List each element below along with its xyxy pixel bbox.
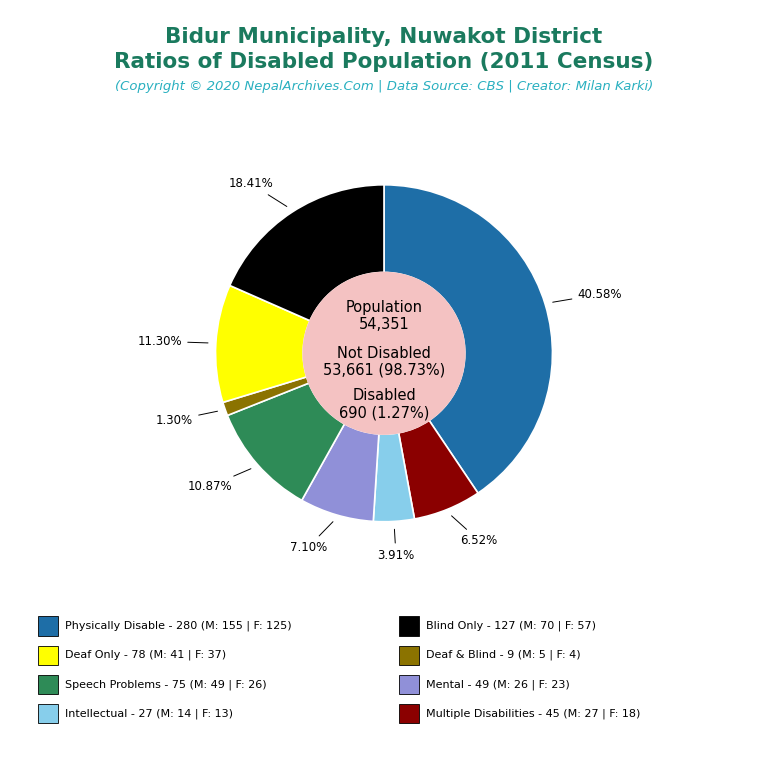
Wedge shape: [399, 420, 478, 519]
Text: Disabled
690 (1.27%): Disabled 690 (1.27%): [339, 388, 429, 420]
Text: 10.87%: 10.87%: [187, 468, 251, 493]
Text: Population
54,351: Population 54,351: [346, 300, 422, 333]
Wedge shape: [223, 377, 309, 415]
Text: Not Disabled
53,661 (98.73%): Not Disabled 53,661 (98.73%): [323, 346, 445, 378]
Text: Blind Only - 127 (M: 70 | F: 57): Blind Only - 127 (M: 70 | F: 57): [426, 621, 596, 631]
Text: Intellectual - 27 (M: 14 | F: 13): Intellectual - 27 (M: 14 | F: 13): [65, 708, 233, 719]
Text: 6.52%: 6.52%: [452, 516, 498, 547]
Text: Bidur Municipality, Nuwakot District: Bidur Municipality, Nuwakot District: [165, 27, 603, 47]
Text: 40.58%: 40.58%: [553, 288, 622, 303]
Text: 7.10%: 7.10%: [290, 521, 333, 554]
Text: Speech Problems - 75 (M: 49 | F: 26): Speech Problems - 75 (M: 49 | F: 26): [65, 679, 267, 690]
Wedge shape: [227, 383, 345, 500]
Text: 11.30%: 11.30%: [137, 335, 208, 348]
Wedge shape: [373, 433, 415, 521]
Text: Multiple Disabilities - 45 (M: 27 | F: 18): Multiple Disabilities - 45 (M: 27 | F: 1…: [426, 708, 641, 719]
Wedge shape: [216, 286, 310, 402]
Text: Deaf & Blind - 9 (M: 5 | F: 4): Deaf & Blind - 9 (M: 5 | F: 4): [426, 650, 581, 660]
Wedge shape: [384, 185, 552, 493]
Text: (Copyright © 2020 NepalArchives.Com | Data Source: CBS | Creator: Milan Karki): (Copyright © 2020 NepalArchives.Com | Da…: [115, 80, 653, 93]
Text: Mental - 49 (M: 26 | F: 23): Mental - 49 (M: 26 | F: 23): [426, 679, 570, 690]
Wedge shape: [302, 424, 379, 521]
Text: 18.41%: 18.41%: [229, 177, 286, 207]
Wedge shape: [230, 185, 384, 321]
Text: 1.30%: 1.30%: [156, 411, 217, 426]
Text: 3.91%: 3.91%: [377, 529, 415, 561]
Text: Ratios of Disabled Population (2011 Census): Ratios of Disabled Population (2011 Cens…: [114, 52, 654, 72]
Text: Deaf Only - 78 (M: 41 | F: 37): Deaf Only - 78 (M: 41 | F: 37): [65, 650, 227, 660]
Text: Physically Disable - 280 (M: 155 | F: 125): Physically Disable - 280 (M: 155 | F: 12…: [65, 621, 292, 631]
Circle shape: [303, 273, 465, 434]
